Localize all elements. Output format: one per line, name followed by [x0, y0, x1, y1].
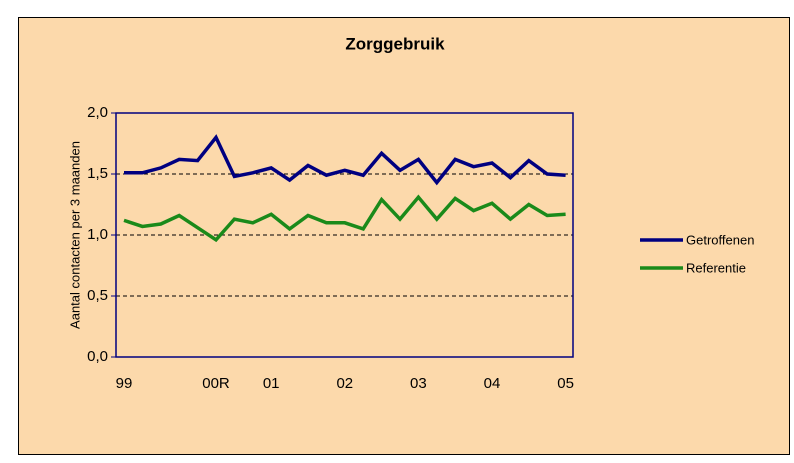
legend-label: Referentie [686, 260, 746, 275]
legend-label: Getroffenen [686, 232, 754, 247]
plot-area [115, 112, 574, 358]
y-tick-label: 1,5 [87, 165, 108, 182]
series-line [123, 194, 566, 243]
x-tick-label: 02 [336, 375, 353, 392]
x-tick-label: 99 [116, 375, 133, 392]
x-tick-label: 04 [484, 375, 501, 392]
x-tick-label: 00R [202, 375, 230, 392]
y-tick-label: 0,0 [87, 348, 108, 365]
y-tick-label: 0,5 [87, 287, 108, 304]
y-tick-label: 1,0 [87, 226, 108, 243]
x-tick-label: 03 [410, 375, 427, 392]
y-tick-label: 2,0 [87, 104, 108, 121]
y-axis-label: Aantal contacten per 3 maanden [67, 141, 82, 329]
chart-background [18, 17, 790, 455]
series-line [124, 134, 566, 186]
x-tick-label: 01 [263, 375, 280, 392]
x-tick-label: 05 [557, 375, 574, 392]
chart-title: Zorggebruik [345, 34, 445, 53]
